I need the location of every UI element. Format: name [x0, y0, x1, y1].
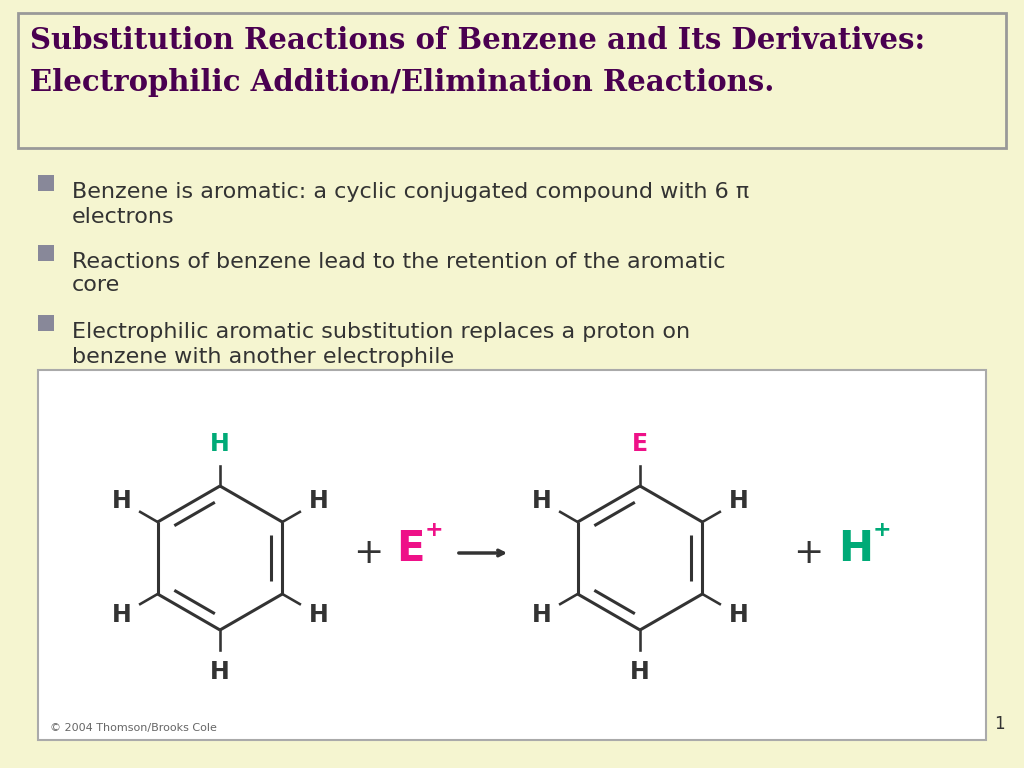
Text: E: E — [632, 432, 648, 456]
Bar — [38, 175, 54, 191]
Text: © 2004 Thomson/Brooks Cole: © 2004 Thomson/Brooks Cole — [50, 723, 217, 733]
Text: electrons: electrons — [72, 207, 175, 227]
Text: H: H — [531, 603, 551, 627]
Text: +: + — [793, 536, 823, 570]
Text: H: H — [112, 603, 131, 627]
Text: H: H — [112, 489, 131, 513]
Text: +: + — [872, 520, 891, 540]
Bar — [38, 315, 54, 331]
Text: H: H — [308, 603, 329, 627]
Text: H: H — [729, 489, 749, 513]
Text: Reactions of benzene lead to the retention of the aromatic: Reactions of benzene lead to the retenti… — [72, 252, 725, 272]
FancyBboxPatch shape — [38, 370, 986, 740]
Bar — [38, 245, 54, 261]
Text: H: H — [839, 528, 873, 570]
Text: E: E — [395, 528, 424, 570]
Text: H: H — [210, 660, 229, 684]
Text: Electrophilic Addition/Elimination Reactions.: Electrophilic Addition/Elimination React… — [30, 68, 774, 97]
Text: Electrophilic aromatic substitution replaces a proton on: Electrophilic aromatic substitution repl… — [72, 322, 690, 342]
Text: 1: 1 — [994, 715, 1005, 733]
Text: Benzene is aromatic: a cyclic conjugated compound with 6 π: Benzene is aromatic: a cyclic conjugated… — [72, 182, 750, 202]
Text: +: + — [353, 536, 383, 570]
Text: benzene with another electrophile: benzene with another electrophile — [72, 347, 454, 367]
Text: H: H — [210, 432, 229, 456]
Text: core: core — [72, 275, 120, 295]
Text: +: + — [425, 520, 443, 540]
Text: H: H — [630, 660, 650, 684]
Text: H: H — [729, 603, 749, 627]
Text: Substitution Reactions of Benzene and Its Derivatives:: Substitution Reactions of Benzene and It… — [30, 26, 926, 55]
Text: H: H — [308, 489, 329, 513]
Text: H: H — [531, 489, 551, 513]
FancyBboxPatch shape — [18, 13, 1006, 148]
